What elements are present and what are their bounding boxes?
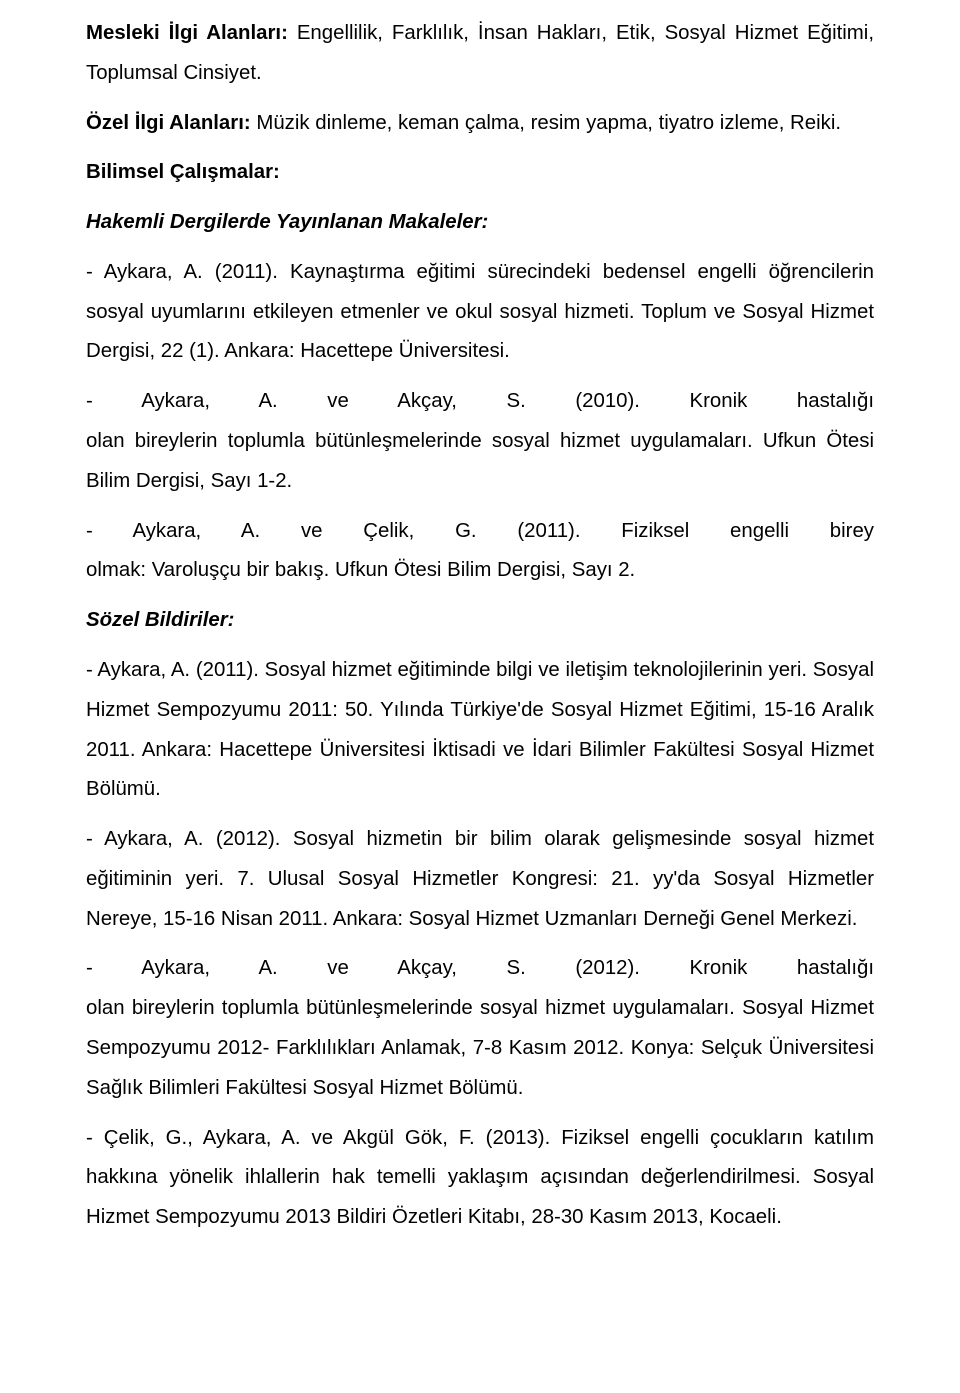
reference-oral-4: - Çelik, G., Aykara, A. ve Akgül Gök, F.…	[86, 1119, 874, 1238]
heading-refereed-articles: Hakemli Dergilerde Yayınlanan Makaleler:	[86, 203, 874, 243]
reference-article-2-rest: olan bireylerin toplumla bütünleşmelerin…	[86, 422, 874, 502]
reference-article-3-line1: - Aykara, A. ve Çelik, G. (2011). Fiziks…	[86, 512, 874, 552]
reference-article-3: - Aykara, A. ve Çelik, G. (2011). Fiziks…	[86, 512, 874, 592]
heading-oral-presentations: Sözel Bildiriler:	[86, 601, 874, 641]
reference-article-2-line1: - Aykara, A. ve Akçay, S. (2010). Kronik…	[86, 382, 874, 422]
paragraph-personal-interests: Özel İlgi Alanları: Müzik dinleme, keman…	[86, 104, 874, 144]
reference-oral-3-line1: - Aykara, A. ve Akçay, S. (2012). Kronik…	[86, 949, 874, 989]
label-personal-interests: Özel İlgi Alanları:	[86, 112, 251, 134]
heading-scientific-works: Bilimsel Çalışmalar:	[86, 153, 874, 193]
label-professional-interests: Mesleki İlgi Alanları:	[86, 22, 288, 44]
reference-article-2: - Aykara, A. ve Akçay, S. (2010). Kronik…	[86, 382, 874, 501]
reference-oral-3-rest: olan bireylerin toplumla bütünleşmelerin…	[86, 989, 874, 1108]
reference-article-1: - Aykara, A. (2011). Kaynaştırma eğitimi…	[86, 253, 874, 372]
reference-oral-1: - Aykara, A. (2011). Sosyal hizmet eğiti…	[86, 651, 874, 810]
paragraph-professional-interests: Mesleki İlgi Alanları: Engellilik, Farkl…	[86, 14, 874, 94]
reference-oral-2: - Aykara, A. (2012). Sosyal hizmetin bir…	[86, 820, 874, 939]
text-personal-interests: Müzik dinleme, keman çalma, resim yapma,…	[251, 112, 841, 134]
reference-oral-3: - Aykara, A. ve Akçay, S. (2012). Kronik…	[86, 949, 874, 1108]
reference-article-3-rest: olmak: Varoluşçu bir bakış. Ufkun Ötesi …	[86, 551, 874, 591]
